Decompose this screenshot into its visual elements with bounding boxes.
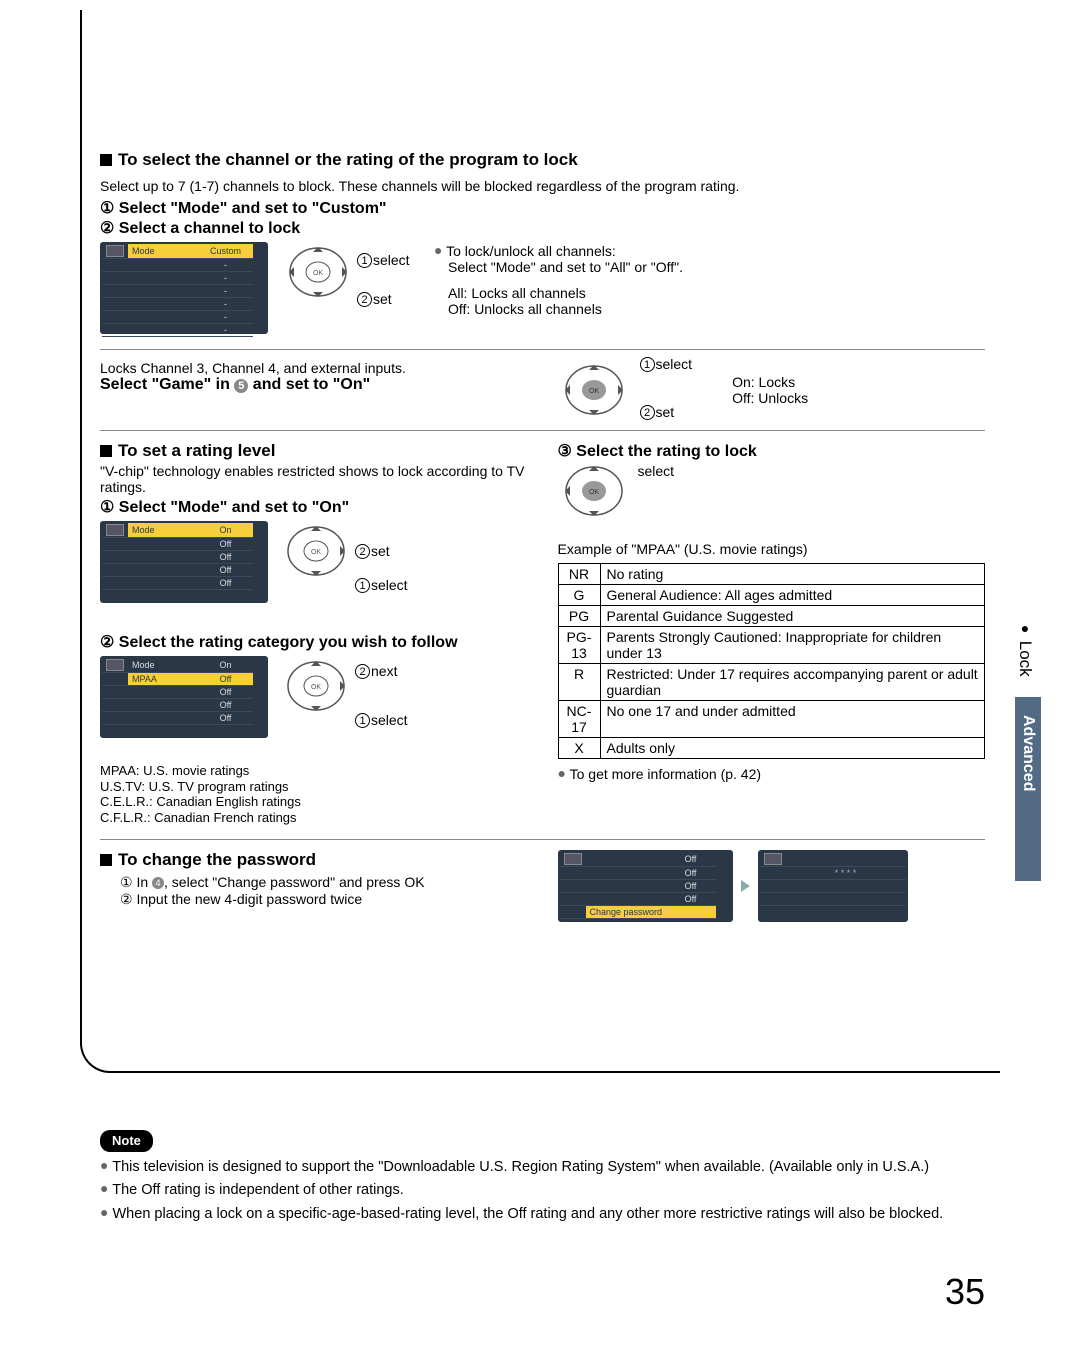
nav-label-set: 2set — [357, 291, 497, 307]
svg-text:OK: OK — [311, 549, 321, 556]
svg-text:OK: OK — [313, 270, 323, 277]
sec2-title: Select "Game" in 5 and set to "On" — [100, 376, 528, 394]
arrow-right-icon — [741, 880, 750, 892]
note-item: ● This television is designed to support… — [100, 1156, 985, 1178]
osd-password-1: Off Off Off Off Change password — [558, 850, 733, 922]
sec1-title-text: To select the channel or the rating of t… — [118, 150, 578, 169]
note-item: ● When placing a lock on a specific-age-… — [100, 1203, 985, 1225]
note-item: ● The Off rating is independent of other… — [100, 1179, 985, 1201]
side-tab-advanced: Advanced — [1015, 697, 1041, 881]
osd-channel-lock: ModeCustom - - - - - - — [100, 242, 268, 334]
page-content: To select the channel or the rating of t… — [100, 150, 985, 922]
navpad-icon: OK — [280, 656, 352, 716]
navpad-icon: OK — [558, 461, 630, 521]
mpaa-ratings-table: NRNo rating GGeneral Audience: All ages … — [558, 563, 986, 759]
sec4-title: To change the password — [100, 850, 528, 870]
osd-password-2: * * * * — [758, 850, 908, 922]
square-bullet-icon — [100, 154, 112, 166]
sec4-step1: ① In 4, select "Change password" and pre… — [100, 874, 528, 891]
sec1-step1: ① Select "Mode" and set to "Custom" — [100, 198, 985, 218]
sec4-step2: ② Input the new 4-digit password twice — [100, 891, 528, 908]
sec2-line1: Locks Channel 3, Channel 4, and external… — [100, 360, 528, 376]
ratings-legend: MPAA: U.S. movie ratings U.S.TV: U.S. TV… — [100, 763, 528, 825]
note-badge: Note — [100, 1130, 153, 1152]
sec1-lock-info: ● To lock/unlock all channels: Select "M… — [434, 242, 985, 317]
sec3-title: To set a rating level — [100, 441, 528, 461]
svg-text:OK: OK — [588, 489, 598, 496]
sec3-step3: ③ Select the rating to lock — [558, 441, 986, 461]
sec1-title: To select the channel or the rating of t… — [100, 150, 985, 170]
page-number: 35 — [945, 1271, 985, 1313]
sec1-intro: Select up to 7 (1-7) channels to block. … — [100, 178, 985, 194]
navpad-icon: OK — [280, 521, 352, 581]
osd-rating-mode: ModeOn Off Off Off Off — [100, 521, 268, 603]
step-5-badge: 5 — [234, 379, 248, 393]
osd-rating-category: ModeOn MPAAOff Off Off Off — [100, 656, 268, 738]
navpad-icon: OK — [558, 360, 630, 420]
notes-section: Note ● This television is designed to su… — [100, 1130, 985, 1226]
step-4-badge: 4 — [152, 877, 164, 889]
sec3-step1: ① Select "Mode" and set to "On" — [100, 497, 528, 517]
navpad-icon: OK — [282, 242, 354, 302]
sec3-desc: "V-chip" technology enables restricted s… — [100, 463, 528, 495]
sec3-step2: ② Select the rating category you wish to… — [100, 632, 528, 652]
nav-label-select: 1select — [357, 252, 497, 268]
mpaa-example-label: Example of "MPAA" (U.S. movie ratings) — [558, 541, 986, 557]
more-info: ● To get more information (p. 42) — [558, 765, 986, 782]
svg-text:OK: OK — [311, 684, 321, 691]
side-tab-lock: ● Lock — [1015, 620, 1035, 677]
sec1-step2: ② Select a channel to lock — [100, 218, 985, 238]
svg-text:OK: OK — [588, 388, 598, 395]
side-tabs: ● Lock Advanced — [1015, 620, 1045, 881]
